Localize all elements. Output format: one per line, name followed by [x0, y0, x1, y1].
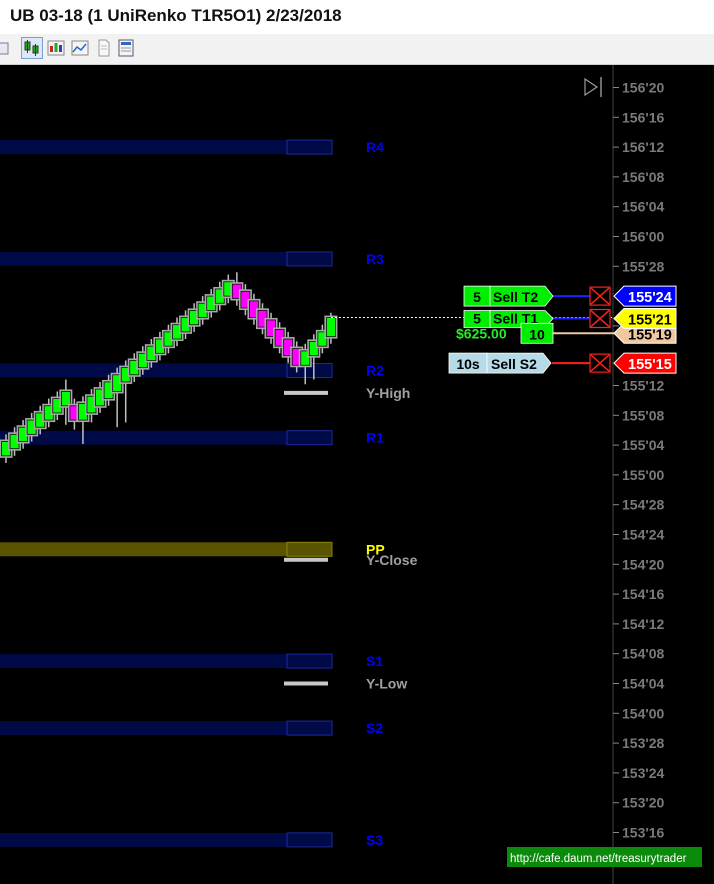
price-tick-label: 154'04 — [622, 676, 664, 692]
price-chart[interactable]: R4 R3 R2 R1 PP S1 S2 S3 Y-High Y-Close Y-Low 156'… — [0, 65, 714, 884]
indicators-icon[interactable] — [46, 38, 66, 58]
position-qty-box[interactable] — [520, 322, 554, 344]
pivot-band-r2 — [0, 363, 332, 378]
price-tick-label: 156'12 — [622, 139, 664, 155]
price-tick-label: 155'00 — [622, 467, 664, 483]
up-bar — [317, 331, 328, 347]
price-tick-label: 153'20 — [622, 795, 664, 811]
reference-label: Y-High — [366, 385, 410, 401]
pivot-label-r1: R1 — [366, 430, 384, 446]
up-bar — [60, 391, 71, 407]
price-tick-label: 156'20 — [622, 80, 664, 96]
price-tick-label: 153'28 — [622, 735, 664, 751]
stop-label: Sell S2 — [491, 356, 537, 372]
pivot-band-s1 — [0, 654, 332, 669]
position-pnl: $625.00 — [456, 325, 507, 341]
price-tick-label: 156'04 — [622, 199, 664, 215]
watermark: http://cafe.daum.net/treasurytrader — [507, 847, 702, 867]
pivot-band-s3 — [0, 832, 332, 847]
pivot-band-edge — [286, 139, 333, 155]
price-axis — [612, 65, 714, 884]
pivot-label-pp: PP — [366, 541, 385, 557]
position-qty: 10 — [529, 326, 545, 342]
price-tick-label: 154'24 — [622, 527, 664, 543]
target2-price: 155'24 — [628, 290, 672, 306]
price-tick-label: 154'16 — [622, 586, 664, 602]
reference-line-y-close — [284, 557, 328, 562]
target2-order-label[interactable] — [489, 285, 554, 307]
pivot-band-edge — [286, 653, 333, 669]
pivot-label-s1: S1 — [366, 653, 383, 669]
price-tick-label: 154'12 — [622, 616, 664, 632]
up-bar — [300, 350, 311, 366]
pivot-label-s3: S3 — [366, 832, 383, 848]
data-series-icon[interactable] — [94, 38, 114, 58]
target1-qty: 5 — [473, 311, 481, 327]
renko-bars — [0, 272, 612, 463]
pivot-label-r4: R4 — [366, 139, 384, 155]
price-tick-label: 154'00 — [622, 705, 664, 721]
reference-levels: Y-High Y-Close Y-Low — [284, 385, 418, 692]
price-tick-label: 155'12 — [622, 378, 664, 394]
price-tick-label: 153'24 — [622, 765, 664, 781]
target2-price-flag[interactable] — [613, 285, 677, 307]
target1-price: 155'21 — [628, 313, 672, 329]
reference-line-y-high — [284, 390, 328, 395]
chart-title: UB 03-18 (1 UniRenko T1R5O1) 2/23/2018 — [10, 6, 342, 25]
pivot-band-r4 — [0, 140, 332, 155]
reference-line-y-low — [284, 681, 328, 686]
scroll-to-end-icon[interactable] — [584, 77, 602, 97]
price-tick-label: 153'16 — [622, 825, 664, 841]
up-bar — [308, 340, 319, 357]
price-tick-label: 154'28 — [622, 497, 664, 513]
pivot-band-pp — [0, 542, 332, 557]
partial-tool-icon[interactable] — [0, 38, 12, 58]
price-tick-label: 155'04 — [622, 437, 664, 453]
position-price: 155'19 — [628, 327, 672, 343]
bar-type-icon[interactable] — [21, 37, 43, 59]
price-tick-label: 156'08 — [622, 169, 664, 185]
pivot-label-s2: S2 — [366, 720, 383, 736]
pivot-levels: R4 R3 R2 R1 PP S1 S2 S3 — [0, 139, 385, 848]
pivot-band-r1 — [0, 430, 332, 445]
pivot-band-edge — [286, 720, 333, 736]
price-tick-label: 156'16 — [622, 109, 664, 125]
pivot-label-r2: R2 — [366, 362, 384, 378]
pivot-band-edge — [286, 832, 333, 848]
watermark-text: http://cafe.daum.net/treasurytrader — [510, 853, 687, 865]
target1-label: Sell T1 — [493, 311, 538, 327]
stop-price-flag[interactable] — [613, 352, 677, 374]
reference-label: Y-Low — [366, 676, 407, 692]
stop-order-label[interactable] — [486, 352, 552, 374]
pivot-band-s2 — [0, 721, 332, 736]
strategies-icon[interactable] — [70, 38, 90, 58]
chart-background — [0, 65, 714, 884]
pivot-band-edge — [286, 430, 333, 446]
reference-label: Y-Close — [366, 552, 418, 568]
pivot-band-edge — [286, 251, 333, 267]
pivot-label-r3: R3 — [366, 251, 384, 267]
stop-price: 155'15 — [628, 357, 672, 373]
price-tick-label: 155'28 — [622, 258, 664, 274]
chart-toolbar — [0, 34, 714, 65]
properties-icon[interactable] — [116, 38, 136, 58]
stop-qty: 10s — [456, 356, 480, 372]
up-bar — [325, 317, 336, 338]
target2-qty: 5 — [473, 289, 481, 305]
price-tick-label: 154'20 — [622, 556, 664, 572]
target2-label: Sell T2 — [493, 289, 538, 305]
target1-price-flag[interactable] — [613, 308, 677, 330]
pivot-band-edge — [286, 541, 333, 557]
order-markers: 5 Sell T2 155'245 Sell T1$625.00 10 155'19155… — [448, 285, 677, 374]
price-tick-label: 155'08 — [622, 407, 664, 423]
title-bar: UB 03-18 (1 UniRenko T1R5O1) 2/23/2018 — [0, 0, 714, 34]
price-tick-label: 154'08 — [622, 646, 664, 662]
price-tick-label: 156'00 — [622, 229, 664, 245]
pivot-band-r3 — [0, 251, 332, 266]
